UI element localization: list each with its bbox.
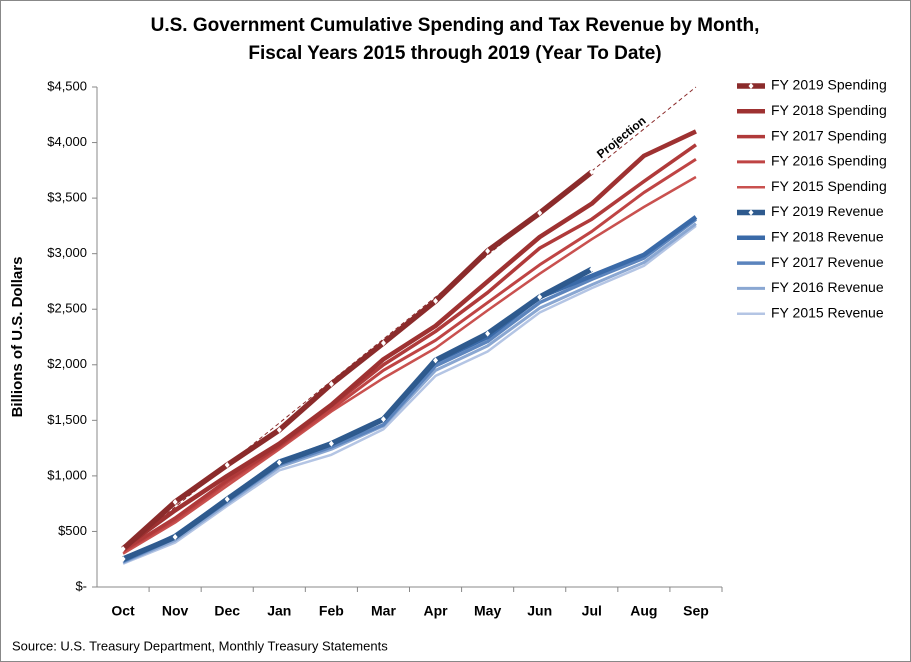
point-marker xyxy=(172,499,178,505)
point-marker xyxy=(589,266,595,273)
series-line xyxy=(122,143,697,552)
point-marker xyxy=(380,416,386,423)
legend-label: FY 2015 Spending xyxy=(771,178,887,194)
legend-label: FY 2017 Spending xyxy=(771,127,887,143)
series-line xyxy=(121,169,594,552)
point-marker xyxy=(589,169,595,175)
series-line xyxy=(122,175,697,555)
legend-label: FY 2019 Revenue xyxy=(771,203,884,219)
point-marker xyxy=(537,210,543,216)
series-line xyxy=(121,129,697,550)
point-marker xyxy=(224,496,230,503)
y-tick-label: $2,500 xyxy=(47,301,87,316)
point-marker xyxy=(224,462,230,468)
y-tick-label: $3,500 xyxy=(47,190,87,205)
series-line xyxy=(122,224,697,565)
point-marker xyxy=(120,556,126,562)
x-tick-label: Mar xyxy=(371,603,396,619)
chart-title: Fiscal Years 2015 through 2019 (Year To … xyxy=(248,43,661,64)
series-line xyxy=(122,157,697,553)
point-marker xyxy=(328,440,334,447)
legend-label: FY 2017 Revenue xyxy=(771,254,884,270)
x-tick-label: Nov xyxy=(162,603,189,619)
legend-label: FY 2015 Revenue xyxy=(771,304,884,320)
series-line xyxy=(122,222,697,564)
legend-label: FY 2016 Spending xyxy=(771,153,887,169)
series-line xyxy=(121,266,594,562)
legend-label: FY 2018 Revenue xyxy=(771,229,884,245)
y-tick-label: $1,500 xyxy=(47,412,87,427)
y-tick-label: $1,000 xyxy=(47,467,87,482)
y-tick-label: $4,000 xyxy=(47,134,87,149)
x-tick-label: May xyxy=(474,603,501,619)
y-tick-label: $4,500 xyxy=(47,78,87,93)
x-tick-label: Jan xyxy=(267,603,291,619)
y-tick-label: $- xyxy=(75,578,87,593)
x-tick-label: Feb xyxy=(319,603,344,619)
source-note: Source: U.S. Treasury Department, Monthl… xyxy=(12,638,388,653)
y-tick-label: $500 xyxy=(58,523,87,538)
x-tick-label: Aug xyxy=(630,603,657,619)
legend-marker xyxy=(748,209,754,216)
point-marker xyxy=(276,427,282,433)
x-tick-label: Apr xyxy=(423,603,448,619)
point-marker xyxy=(276,459,282,466)
point-marker xyxy=(433,298,439,304)
x-tick-label: Jun xyxy=(527,603,552,619)
y-axis-title: Billions of U.S. Dollars xyxy=(9,257,26,418)
legend-label: FY 2019 Spending xyxy=(771,77,887,93)
x-tick-label: Dec xyxy=(214,603,240,619)
point-marker xyxy=(433,357,439,364)
legend-marker xyxy=(748,83,754,89)
point-marker xyxy=(537,294,543,300)
y-tick-label: $2,000 xyxy=(47,356,87,371)
x-tick-label: Sep xyxy=(683,603,709,619)
point-marker xyxy=(120,546,126,552)
point-marker xyxy=(485,330,491,337)
point-marker xyxy=(328,381,334,387)
point-marker xyxy=(380,340,386,346)
legend-label: FY 2018 Spending xyxy=(771,102,887,118)
legend-label: FY 2016 Revenue xyxy=(771,279,884,295)
x-tick-label: Jul xyxy=(582,603,602,619)
chart-title: U.S. Government Cumulative Spending and … xyxy=(151,15,760,36)
point-marker xyxy=(172,534,178,540)
point-marker xyxy=(485,248,491,254)
x-tick-label: Oct xyxy=(111,603,135,619)
y-tick-label: $3,000 xyxy=(47,245,87,260)
